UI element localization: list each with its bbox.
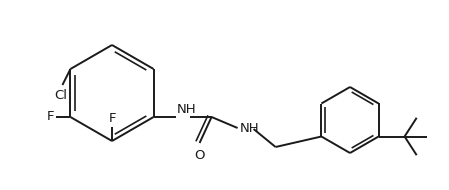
Text: NH: NH [240, 123, 259, 135]
Text: NH: NH [176, 103, 196, 116]
Text: Cl: Cl [54, 89, 67, 102]
Text: O: O [194, 149, 205, 162]
Text: F: F [108, 112, 116, 125]
Text: F: F [47, 111, 54, 124]
